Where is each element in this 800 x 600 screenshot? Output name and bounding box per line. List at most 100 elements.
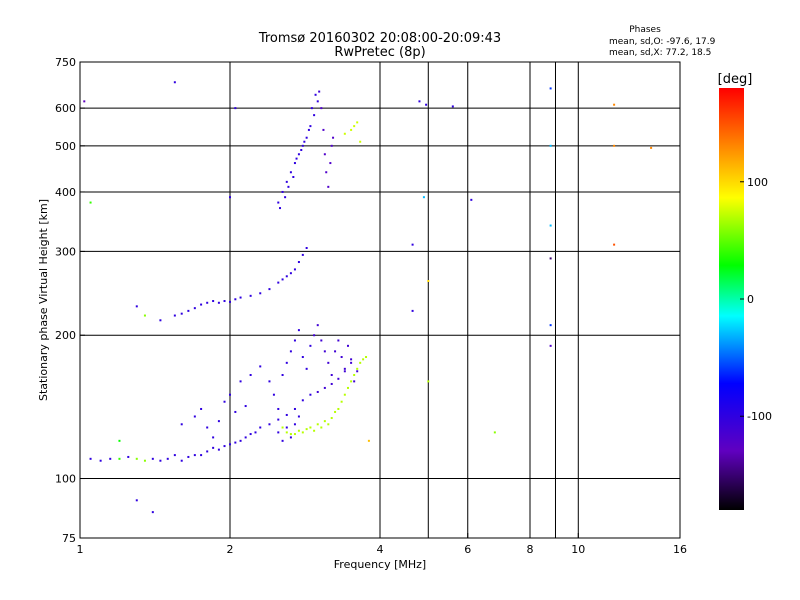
data-point xyxy=(187,309,190,312)
data-point xyxy=(330,417,333,420)
data-point xyxy=(323,153,326,156)
data-point xyxy=(340,400,343,403)
x-tick-label: 16 xyxy=(673,543,687,556)
data-point xyxy=(316,100,319,103)
data-point xyxy=(99,459,102,462)
data-point xyxy=(549,224,552,227)
data-point xyxy=(650,146,653,149)
y-tick-label: 400 xyxy=(55,186,76,199)
data-point xyxy=(332,136,335,139)
x-tick-label: 8 xyxy=(527,543,534,556)
data-point xyxy=(411,309,414,312)
data-point xyxy=(359,140,362,143)
grid xyxy=(80,62,680,538)
data-point xyxy=(143,314,146,317)
data-point xyxy=(89,201,92,204)
data-point xyxy=(200,454,203,457)
x-tick-label: 6 xyxy=(464,543,471,556)
data-point xyxy=(327,185,330,188)
data-point xyxy=(285,426,288,429)
data-point xyxy=(356,370,359,373)
data-point xyxy=(367,439,370,442)
data-point xyxy=(287,185,290,188)
data-point xyxy=(285,180,288,183)
data-point xyxy=(292,175,295,178)
data-point xyxy=(159,459,162,462)
data-point xyxy=(493,431,496,434)
data-point xyxy=(549,324,552,327)
data-point xyxy=(334,410,337,413)
data-point xyxy=(293,268,296,271)
data-point xyxy=(301,356,304,359)
data-points xyxy=(83,81,653,514)
data-point xyxy=(549,257,552,260)
data-point xyxy=(159,319,162,322)
x-tick-label: 4 xyxy=(377,543,384,556)
data-point xyxy=(301,399,304,402)
data-point xyxy=(234,107,237,110)
data-point xyxy=(293,162,296,165)
data-point xyxy=(307,128,310,131)
data-point xyxy=(300,148,303,151)
data-point xyxy=(340,356,343,359)
data-point xyxy=(316,324,319,327)
colorbar xyxy=(719,88,744,510)
data-point xyxy=(337,407,340,410)
data-point xyxy=(297,329,300,332)
data-point xyxy=(613,243,616,246)
data-point xyxy=(127,455,130,458)
data-point xyxy=(427,380,430,383)
data-point xyxy=(254,431,257,434)
data-point xyxy=(316,423,319,426)
data-point xyxy=(268,423,271,426)
data-point xyxy=(193,415,196,418)
data-point xyxy=(212,446,215,449)
data-point xyxy=(309,393,312,396)
data-point xyxy=(285,413,288,416)
data-point xyxy=(180,423,183,426)
data-point xyxy=(166,457,169,460)
colorbar-tick-label: 0 xyxy=(747,293,754,306)
y-tick-label: 200 xyxy=(55,329,76,342)
y-tick-label: 100 xyxy=(55,473,76,486)
data-point xyxy=(346,386,349,389)
data-point xyxy=(239,296,242,299)
data-point xyxy=(418,100,421,103)
data-point xyxy=(320,339,323,342)
data-point xyxy=(323,350,326,353)
data-point xyxy=(422,196,425,199)
data-point xyxy=(234,410,237,413)
data-point xyxy=(143,459,146,462)
data-point xyxy=(353,374,356,377)
y-ticks: 75 100 200 300 400 500 600 750 xyxy=(55,56,85,545)
data-point xyxy=(425,103,428,106)
data-point xyxy=(297,153,300,156)
data-point xyxy=(334,350,337,353)
stats-line-o: mean, sd,O: -97.6, 17.9 xyxy=(609,37,716,47)
data-point xyxy=(330,382,333,385)
data-point xyxy=(293,339,296,342)
data-point xyxy=(200,303,203,306)
stats-line-x: mean, sd,X: 77.2, 18.5 xyxy=(609,48,711,58)
data-point xyxy=(229,443,231,446)
colorbar-tick-label: 100 xyxy=(747,176,768,189)
y-tick-label: 600 xyxy=(55,102,76,115)
data-point xyxy=(309,344,312,347)
data-point xyxy=(277,281,280,284)
data-point xyxy=(135,305,138,308)
data-point xyxy=(297,415,300,418)
data-point xyxy=(239,380,242,383)
data-point xyxy=(229,196,231,199)
data-point xyxy=(350,358,353,361)
y-tick-label: 750 xyxy=(55,56,76,69)
data-point xyxy=(411,243,414,246)
data-point xyxy=(305,247,308,250)
data-point xyxy=(313,114,316,117)
data-point xyxy=(180,312,183,315)
data-point xyxy=(289,171,292,174)
data-point xyxy=(249,294,252,297)
data-point xyxy=(322,128,325,131)
data-point xyxy=(249,433,252,436)
data-point xyxy=(310,107,313,110)
data-point xyxy=(285,275,288,278)
